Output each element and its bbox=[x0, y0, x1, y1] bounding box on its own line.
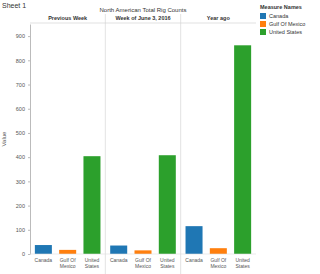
y-tick: 300 bbox=[16, 179, 30, 185]
y-tick-mark bbox=[28, 206, 30, 207]
x-tick-label: UnitedStates bbox=[160, 257, 175, 269]
bar bbox=[83, 156, 100, 254]
y-tick-mark bbox=[28, 181, 30, 182]
x-tick-label-line: Mexico bbox=[210, 263, 226, 269]
bar bbox=[35, 245, 52, 254]
y-tick-label: 900 bbox=[16, 33, 25, 39]
y-tick-mark bbox=[28, 230, 30, 231]
legend-swatch bbox=[260, 29, 266, 35]
chart: Sheet 1 North American Total Rig Counts Pr… bbox=[0, 0, 320, 274]
legend-label: Gulf Of Mexico bbox=[269, 21, 305, 27]
y-axis-title: Value bbox=[1, 131, 7, 147]
y-tick: 700 bbox=[16, 82, 30, 88]
y-tick-label: 600 bbox=[16, 106, 25, 112]
legend-label: United States bbox=[269, 29, 302, 35]
x-tick-label: UnitedStates bbox=[235, 257, 250, 269]
y-tick-label: 400 bbox=[16, 154, 25, 160]
y-tick-label: 100 bbox=[16, 227, 25, 233]
panel-divider bbox=[105, 14, 106, 274]
x-tick-label-line: Canada bbox=[185, 257, 203, 263]
x-tick-label-line: States bbox=[85, 263, 100, 269]
y-tick: 100 bbox=[16, 227, 30, 233]
x-tick-label: Gulf OfMexico bbox=[60, 257, 76, 269]
x-tick-label-line: Mexico bbox=[60, 263, 76, 269]
y-axis-line bbox=[30, 25, 31, 255]
bars bbox=[35, 45, 251, 254]
legend-swatch bbox=[260, 13, 266, 19]
y-tick-mark bbox=[28, 109, 30, 110]
x-tick-label: UnitedStates bbox=[85, 257, 100, 269]
legend: Measure Names Canada Gulf Of Mexico United … bbox=[260, 4, 305, 35]
panel-header: Previous Week bbox=[48, 15, 88, 21]
x-tick-label: Gulf OfMexico bbox=[135, 257, 151, 269]
sheet-title: Sheet 1 bbox=[2, 2, 26, 9]
y-tick-label: 800 bbox=[16, 58, 25, 64]
x-tick-label: Canada bbox=[110, 257, 128, 263]
legend-label: Canada bbox=[269, 13, 289, 19]
y-tick: 400 bbox=[16, 154, 30, 160]
x-tick-label-line: Mexico bbox=[135, 263, 151, 269]
y-tick-mark bbox=[28, 85, 30, 86]
panel-header: Year ago bbox=[207, 15, 231, 21]
bar bbox=[234, 45, 251, 254]
bar bbox=[159, 155, 176, 254]
y-axis: 0 100 200 300 400 500 600 700 800 900 bbox=[16, 25, 31, 258]
y-tick-mark bbox=[28, 133, 30, 134]
y-tick: 600 bbox=[16, 106, 30, 112]
x-tick-label: Gulf OfMexico bbox=[210, 257, 226, 269]
y-tick-mark bbox=[28, 36, 30, 37]
y-tick-label: 200 bbox=[16, 203, 25, 209]
legend-title: Measure Names bbox=[260, 4, 302, 10]
x-tick-label-line: Canada bbox=[35, 257, 53, 263]
bar bbox=[210, 248, 227, 254]
y-tick-label: 700 bbox=[16, 82, 25, 88]
panel-header: Week of June 3, 2016 bbox=[115, 15, 170, 21]
y-tick: 0 bbox=[22, 251, 30, 257]
bar bbox=[186, 226, 203, 254]
x-tick-label-line: States bbox=[236, 263, 251, 269]
bar bbox=[110, 246, 127, 254]
bar bbox=[134, 250, 151, 254]
header-rule bbox=[30, 23, 256, 24]
x-tick-label: Canada bbox=[185, 257, 203, 263]
y-tick-mark bbox=[28, 157, 30, 158]
y-tick-mark bbox=[28, 254, 30, 255]
y-tick: 200 bbox=[16, 203, 30, 209]
y-tick-label: 300 bbox=[16, 179, 25, 185]
panel-divider bbox=[180, 14, 181, 274]
column-header-title: North American Total Rig Counts bbox=[100, 7, 187, 13]
x-tick-label-line: States bbox=[160, 263, 175, 269]
y-tick-label: 500 bbox=[16, 130, 25, 136]
x-tick-label: Canada bbox=[35, 257, 53, 263]
x-tick-label-line: Canada bbox=[110, 257, 128, 263]
x-axis-line bbox=[30, 254, 256, 255]
y-tick: 500 bbox=[16, 130, 30, 136]
y-tick: 900 bbox=[16, 33, 30, 39]
legend-swatch bbox=[260, 21, 266, 27]
y-tick-mark bbox=[28, 60, 30, 61]
y-tick: 800 bbox=[16, 58, 30, 64]
bar bbox=[59, 250, 76, 254]
y-tick-label: 0 bbox=[22, 251, 25, 257]
